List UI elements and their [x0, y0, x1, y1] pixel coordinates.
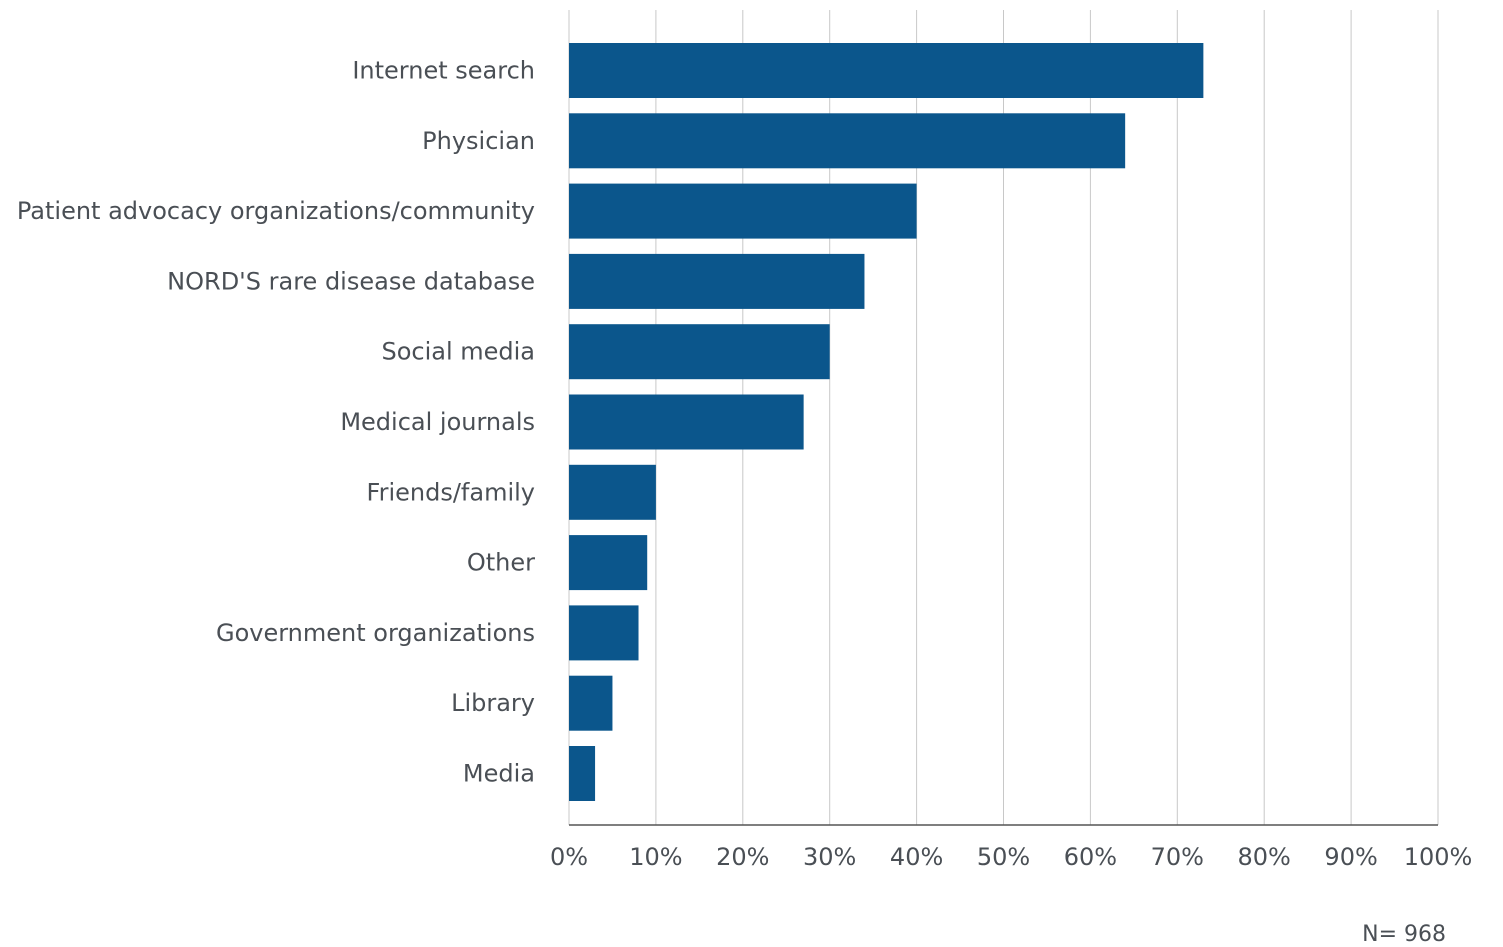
category-labels: Internet search Physician Patient advocacy…	[17, 57, 535, 788]
category-label: Media	[463, 760, 535, 788]
bars	[569, 43, 1204, 801]
category-label: Internet search	[352, 57, 535, 85]
category-label: Physician	[422, 127, 535, 155]
x-tick-label: 30%	[803, 843, 856, 871]
x-tick-label: 0%	[550, 843, 588, 871]
x-tick-label: 70%	[1151, 843, 1204, 871]
category-label: Other	[467, 549, 535, 577]
category-label: Patient advocacy organizations/community	[17, 197, 535, 225]
category-label: Library	[451, 689, 535, 717]
category-label: Friends/family	[367, 478, 535, 506]
bar	[569, 113, 1126, 169]
x-tick-label: 20%	[716, 843, 769, 871]
bar	[569, 394, 804, 450]
bar	[569, 464, 656, 520]
category-label: Medical journals	[340, 408, 535, 436]
x-tick-label: 100%	[1404, 843, 1473, 871]
category-label: Social media	[381, 338, 535, 366]
x-tick-label: 90%	[1324, 843, 1377, 871]
x-tick-label: 40%	[890, 843, 943, 871]
x-tick-label: 10%	[629, 843, 682, 871]
bar	[569, 746, 596, 801]
bar	[569, 43, 1204, 98]
x-tick-label: 60%	[1064, 843, 1117, 871]
category-label: NORD'S rare disease database	[167, 267, 535, 295]
bar	[569, 675, 613, 731]
bar	[569, 253, 865, 309]
x-tick-label: 50%	[977, 843, 1030, 871]
x-axis: 0% 10% 20% 30% 40% 50% 60% 70% 80% 90% 100%	[550, 824, 1473, 871]
sample-size-note: N= 968	[1362, 922, 1446, 947]
bar	[569, 183, 917, 239]
category-label: Government organizations	[216, 619, 535, 647]
bar	[569, 605, 639, 661]
bar	[569, 324, 830, 380]
bar	[569, 535, 648, 591]
x-tick-label: 80%	[1238, 843, 1291, 871]
